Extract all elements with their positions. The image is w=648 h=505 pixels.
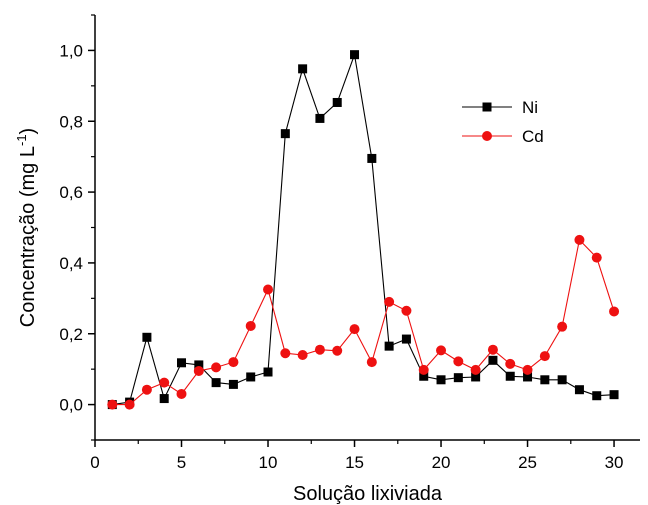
data-point-cd [609, 306, 620, 317]
data-point-cd [574, 234, 585, 245]
data-point-ni [263, 367, 273, 377]
y-tick-label: 0,8 [59, 112, 83, 131]
data-point-ni [177, 358, 187, 368]
legend-marker-square [482, 102, 492, 112]
data-point-cd [453, 356, 464, 367]
data-point-ni [298, 64, 308, 74]
data-point-cd [211, 362, 222, 373]
data-point-cd [193, 365, 204, 376]
data-point-ni [211, 378, 221, 388]
data-point-ni [523, 372, 533, 382]
y-axis-title-close: ) [17, 128, 39, 135]
data-point-ni [350, 50, 360, 60]
y-axis-title-superscript: -1 [14, 134, 29, 146]
data-point-ni [367, 153, 377, 163]
data-point-cd [107, 399, 118, 410]
data-point-cd [228, 357, 239, 368]
data-point-ni [471, 372, 481, 382]
data-point-ni [574, 385, 584, 395]
data-point-cd [505, 358, 516, 369]
y-axis-title-main: Concentração (mg L [17, 146, 39, 327]
x-tick-label: 5 [177, 453, 186, 472]
series-line-cd [112, 238, 615, 406]
data-point-cd [263, 284, 274, 295]
data-point-ni [159, 394, 169, 404]
data-point-ni [315, 113, 325, 123]
data-point-cd [418, 364, 429, 375]
data-point-cd [436, 345, 447, 356]
x-tick-label: 15 [345, 453, 364, 472]
y-tick-label: 0,2 [59, 325, 83, 344]
legend-label-cd: Cd [522, 127, 544, 146]
data-point-ni [419, 371, 429, 381]
data-point-cd [159, 377, 170, 388]
y-tick-label: 0,4 [59, 254, 83, 273]
legend-label-ni: Ni [522, 98, 538, 117]
data-point-cd [141, 384, 152, 395]
data-point-ni [228, 379, 238, 389]
y-axis-title: Concentração (mg L-1) [14, 128, 39, 327]
x-tick-label: 10 [259, 453, 278, 472]
y-tick-label: 0,6 [59, 183, 83, 202]
data-point-cd [124, 399, 135, 410]
data-point-cd [487, 344, 498, 355]
data-point-ni [436, 375, 446, 385]
data-point-cd [245, 320, 256, 331]
legend-marker-circle [482, 131, 492, 141]
data-point-ni [453, 373, 463, 383]
series-layer [107, 50, 620, 410]
x-tick-label: 25 [518, 453, 537, 472]
data-point-ni [142, 332, 152, 342]
data-point-ni [280, 129, 290, 139]
x-tick-label: 30 [605, 453, 624, 472]
series-line-ni [112, 52, 615, 406]
data-point-cd [557, 321, 568, 332]
x-axis-title: Solução lixiviada [293, 483, 443, 505]
data-point-ni [332, 97, 342, 107]
x-tick-label: 20 [432, 453, 451, 472]
data-point-cd [470, 364, 481, 375]
data-point-ni [505, 371, 515, 381]
data-point-cd [297, 350, 308, 360]
data-point-cd [332, 345, 343, 356]
x-tick-label: 0 [90, 453, 99, 472]
data-point-cd [522, 364, 533, 375]
data-point-cd [366, 357, 377, 368]
data-point-cd [280, 348, 291, 359]
data-point-cd [176, 388, 187, 399]
legend: Ni Cd [462, 98, 544, 146]
data-point-cd [314, 344, 325, 355]
series-cd [107, 234, 620, 410]
ticks: 0 5 10 15 20 25 30 0,0 0,2 0,4 0,6 0,8 1,0 [59, 14, 624, 472]
data-point-ni [609, 390, 619, 400]
data-point-ni [540, 375, 550, 385]
data-point-ni [194, 360, 204, 370]
data-point-ni [488, 355, 498, 365]
data-point-cd [539, 351, 550, 362]
data-point-ni [384, 341, 394, 351]
data-point-cd [384, 296, 395, 307]
data-point-ni [557, 375, 567, 385]
y-tick-label: 1,0 [59, 41, 83, 60]
data-point-ni [401, 334, 411, 344]
data-point-cd [591, 252, 602, 263]
legend-item-ni: Ni [462, 98, 538, 117]
data-point-cd [349, 324, 360, 335]
data-point-cd [401, 305, 412, 316]
data-point-ni [592, 391, 602, 401]
y-tick-label: 0,0 [59, 396, 83, 415]
data-point-ni [246, 372, 256, 382]
legend-item-cd: Cd [462, 127, 544, 146]
